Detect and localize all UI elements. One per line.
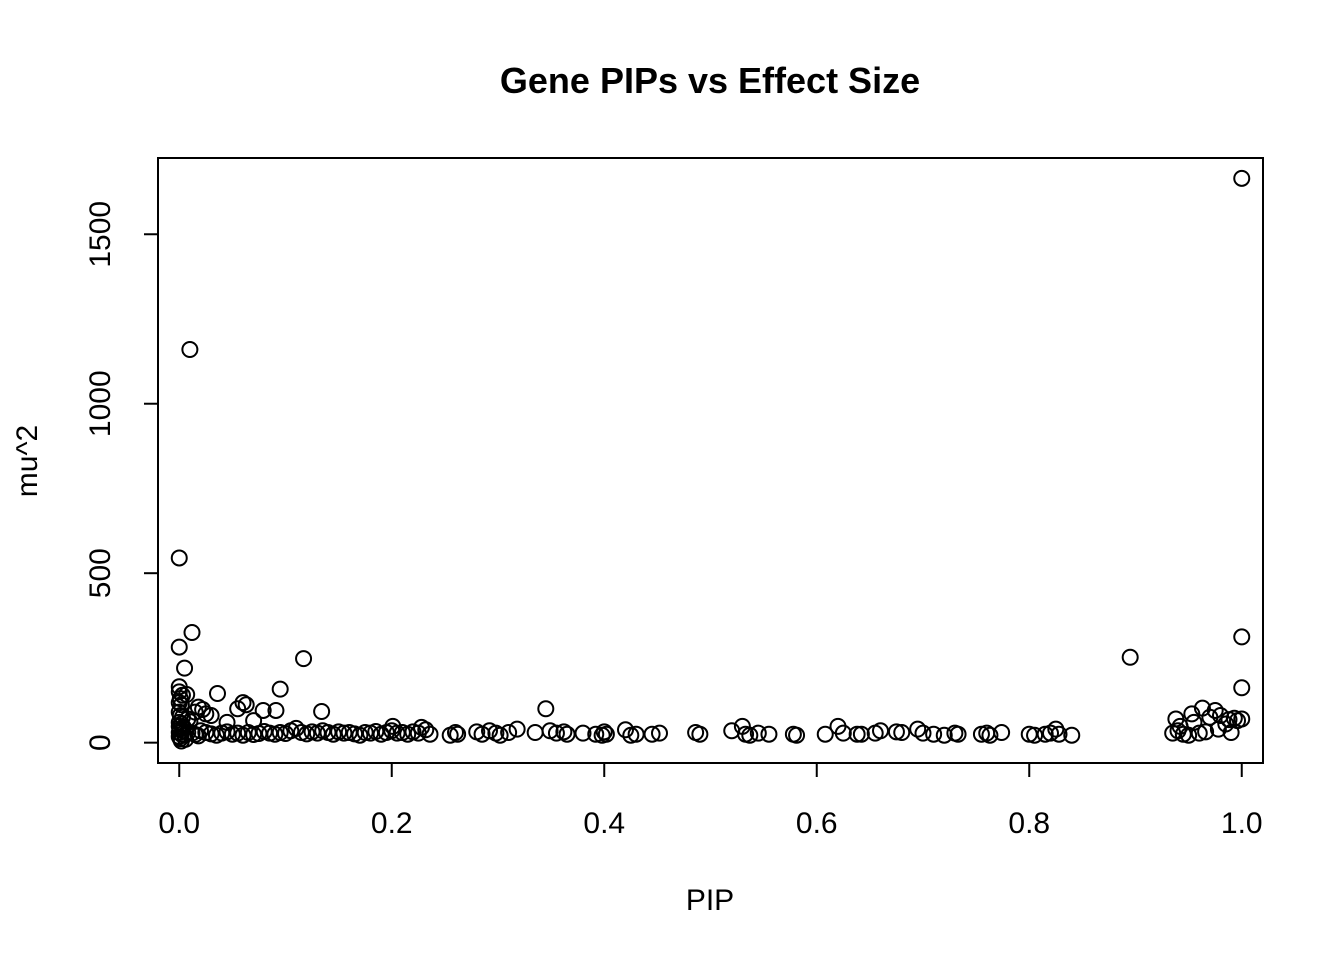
data-point (1206, 701, 1224, 719)
data-point (981, 726, 999, 744)
data-point (749, 724, 767, 742)
data-point (547, 724, 565, 742)
data-point (1063, 726, 1081, 744)
data-point (537, 700, 555, 718)
y-tick-label: 500 (84, 548, 117, 598)
data-point (925, 725, 943, 743)
data-point (617, 721, 634, 739)
data-point (417, 721, 435, 739)
data-point (909, 720, 927, 738)
data-point (295, 650, 313, 668)
data-point (1233, 169, 1251, 187)
data-point (852, 725, 870, 743)
data-point (209, 685, 226, 703)
data-point (1050, 725, 1068, 743)
data-point (741, 726, 759, 744)
data-point (1217, 715, 1235, 733)
data-point (1233, 679, 1251, 697)
data-point (834, 724, 852, 742)
data-point (651, 724, 668, 742)
data-point (848, 725, 866, 743)
data-point (170, 683, 188, 701)
data-point (1233, 628, 1251, 646)
data-point (172, 696, 190, 714)
data-point (788, 726, 806, 744)
data-point (1026, 726, 1044, 744)
plot-frame (157, 157, 1264, 764)
data-point (194, 700, 212, 718)
data-point (421, 725, 439, 743)
data-point (267, 701, 285, 719)
y-tick-label: 1000 (84, 370, 117, 437)
data-point (170, 549, 188, 567)
data-point (447, 723, 464, 741)
data-point (508, 720, 526, 738)
data-point (202, 707, 220, 725)
data-points (170, 169, 1251, 750)
data-point (872, 722, 889, 740)
x-tick-label: 0.0 (158, 807, 200, 840)
data-point (229, 700, 247, 718)
data-point (587, 725, 605, 743)
data-point (914, 724, 932, 742)
data-point (597, 725, 615, 743)
x-tick-label: 0.2 (371, 807, 413, 840)
data-point (816, 725, 834, 743)
data-point (993, 723, 1011, 741)
data-point (335, 724, 353, 742)
chart-title: Gene PIPs vs Effect Size (500, 60, 920, 101)
x-axis: 0.0 0.2 0.4 0.6 0.8 1.0 (158, 762, 1263, 840)
data-point (234, 694, 252, 712)
y-tick-label: 0 (84, 734, 117, 751)
data-point (181, 340, 199, 358)
data-point (595, 723, 613, 741)
data-point (1225, 709, 1243, 727)
data-point (271, 680, 289, 698)
data-point (449, 725, 467, 743)
data-point (1233, 710, 1251, 728)
data-point (183, 624, 201, 642)
data-point (760, 725, 778, 743)
y-axis-label: mu^2 (11, 425, 44, 497)
data-point (254, 701, 272, 719)
data-point (170, 638, 188, 656)
data-point (555, 723, 573, 741)
data-point (1042, 724, 1059, 742)
data-point (1121, 648, 1139, 666)
data-point (526, 723, 544, 741)
data-point (500, 723, 518, 741)
data-point (574, 724, 592, 742)
y-tick-label: 1500 (84, 201, 117, 268)
data-point (893, 723, 911, 741)
data-point (643, 725, 661, 743)
data-point (1185, 713, 1203, 731)
data-point (176, 659, 194, 677)
data-point (949, 725, 967, 743)
x-tick-label: 0.6 (796, 807, 838, 840)
y-axis: 0 500 1000 1500 (84, 201, 159, 751)
data-point (887, 723, 905, 741)
data-point (1190, 724, 1208, 742)
data-point (287, 719, 305, 737)
data-point (388, 724, 406, 742)
data-point (356, 723, 374, 741)
x-tick-label: 1.0 (1221, 807, 1263, 840)
data-point (237, 696, 255, 714)
data-point (491, 726, 509, 744)
data-point (691, 725, 709, 743)
x-axis-label: PIP (686, 884, 734, 917)
data-point (935, 726, 953, 744)
x-tick-label: 0.8 (1008, 807, 1050, 840)
x-tick-label: 0.4 (583, 807, 625, 840)
data-point (313, 702, 331, 720)
